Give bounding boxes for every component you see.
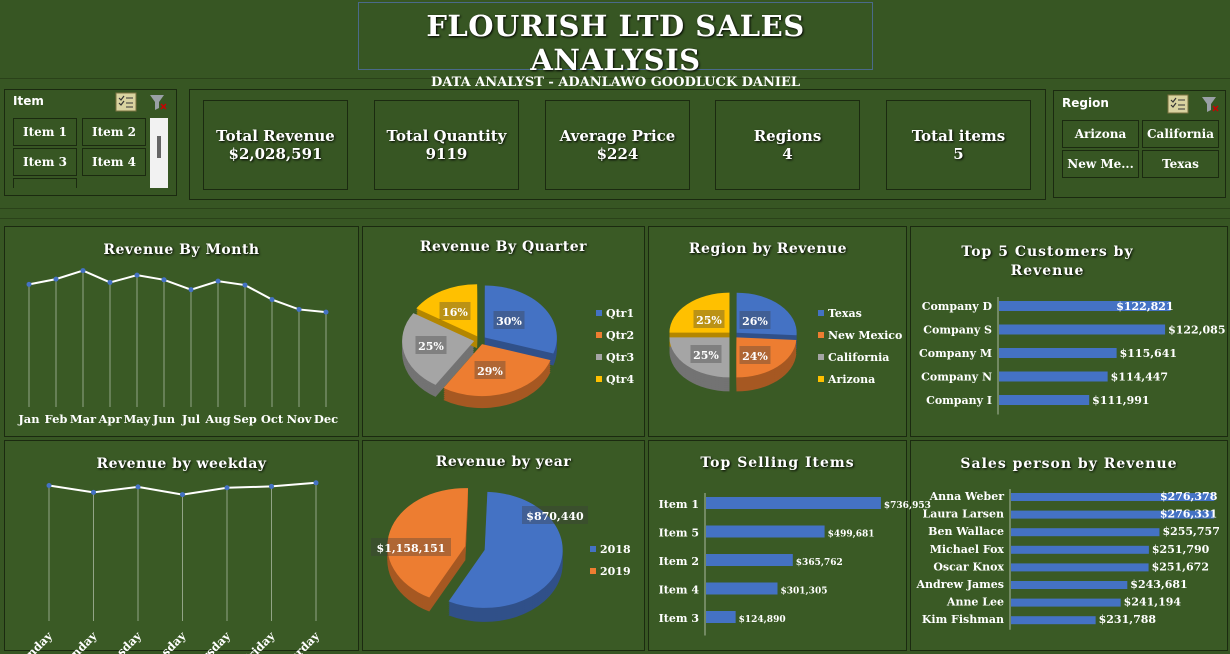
- kpi-label: Total Quantity: [386, 127, 507, 145]
- kpi-total-revenue: Total Revenue $2,028,591: [203, 100, 348, 190]
- item-slicer-scrollbar[interactable]: [150, 118, 168, 188]
- item-slicer: Item Item 1 Item 2 Item 3 Item 4: [4, 89, 177, 196]
- dashboard-subtitle: DATA ANALYST - ADANLAWO GOODLUCK DANIEL: [430, 75, 801, 90]
- kpi-label: Regions: [753, 127, 822, 145]
- panel-salesperson-revenue: [910, 440, 1228, 651]
- kpi-value: 4: [782, 145, 793, 163]
- kpi-value: 5: [953, 145, 964, 163]
- header-title-box: FLOURISH LTD SALES ANALYSIS DATA ANALYST…: [358, 2, 873, 90]
- item-slicer-partial-btn: [13, 178, 77, 188]
- panel-revenue-by-quarter: [362, 226, 645, 437]
- dashboard-title: FLOURISH LTD SALES ANALYSIS: [426, 9, 805, 77]
- chart-title-weekday: Revenue by weekday: [96, 456, 267, 472]
- chart-title-items: Top Selling Items: [700, 455, 855, 471]
- region-slicer-btn-new-mexico[interactable]: New Me...: [1062, 150, 1139, 178]
- clear-filter-icon[interactable]: [147, 92, 169, 112]
- region-slicer-label: Region: [1062, 96, 1109, 110]
- kpi-total-items: Total items 5: [886, 100, 1031, 190]
- chart-title-region: Region by Revenue: [688, 241, 848, 257]
- kpi-value: $2,028,591: [228, 145, 323, 163]
- item-slicer-btn-3[interactable]: Item 3: [13, 148, 77, 176]
- panel-top-selling-items: [648, 440, 907, 651]
- clear-filter-icon[interactable]: [1199, 94, 1221, 114]
- region-slicer-btn-california[interactable]: California: [1142, 120, 1219, 148]
- scrollbar-thumb[interactable]: [157, 136, 161, 158]
- kpi-total-quantity: Total Quantity 9119: [374, 100, 519, 190]
- kpi-average-price: Average Price $224: [545, 100, 690, 190]
- panel-revenue-by-month: [4, 226, 359, 437]
- panel-region-by-revenue: [648, 226, 907, 437]
- chart-title-quarter: Revenue By Quarter: [419, 239, 588, 255]
- kpi-container: [189, 89, 1046, 200]
- region-slicer: Region Arizona California New Me... Texa…: [1053, 90, 1226, 198]
- item-slicer-btn-2[interactable]: Item 2: [82, 118, 146, 146]
- chart-title-year: Revenue by year: [435, 454, 572, 470]
- kpi-regions: Regions 4: [715, 100, 860, 190]
- kpi-value: $224: [596, 145, 639, 163]
- item-slicer-btn-4[interactable]: Item 4: [82, 148, 146, 176]
- multi-select-icon[interactable]: [115, 92, 137, 112]
- kpi-label: Total Revenue: [216, 127, 335, 145]
- item-slicer-label: Item: [13, 94, 44, 108]
- chart-title-month: Revenue By Month: [103, 242, 260, 258]
- item-slicer-btn-1[interactable]: Item 1: [13, 118, 77, 146]
- multi-select-icon[interactable]: [1167, 94, 1189, 114]
- region-slicer-btn-arizona[interactable]: Arizona: [1062, 120, 1139, 148]
- kpi-value: 9119: [425, 145, 468, 163]
- kpi-label: Average Price: [559, 127, 676, 145]
- chart-title-customers: Top 5 Customers by Revenue: [961, 244, 1134, 279]
- panel-revenue-by-year: [362, 440, 645, 651]
- kpi-label: Total items: [911, 127, 1006, 145]
- panel-revenue-by-weekday: [4, 440, 359, 651]
- region-slicer-btn-texas[interactable]: Texas: [1142, 150, 1219, 178]
- chart-title-salesperson: Sales person by Revenue: [960, 456, 1178, 472]
